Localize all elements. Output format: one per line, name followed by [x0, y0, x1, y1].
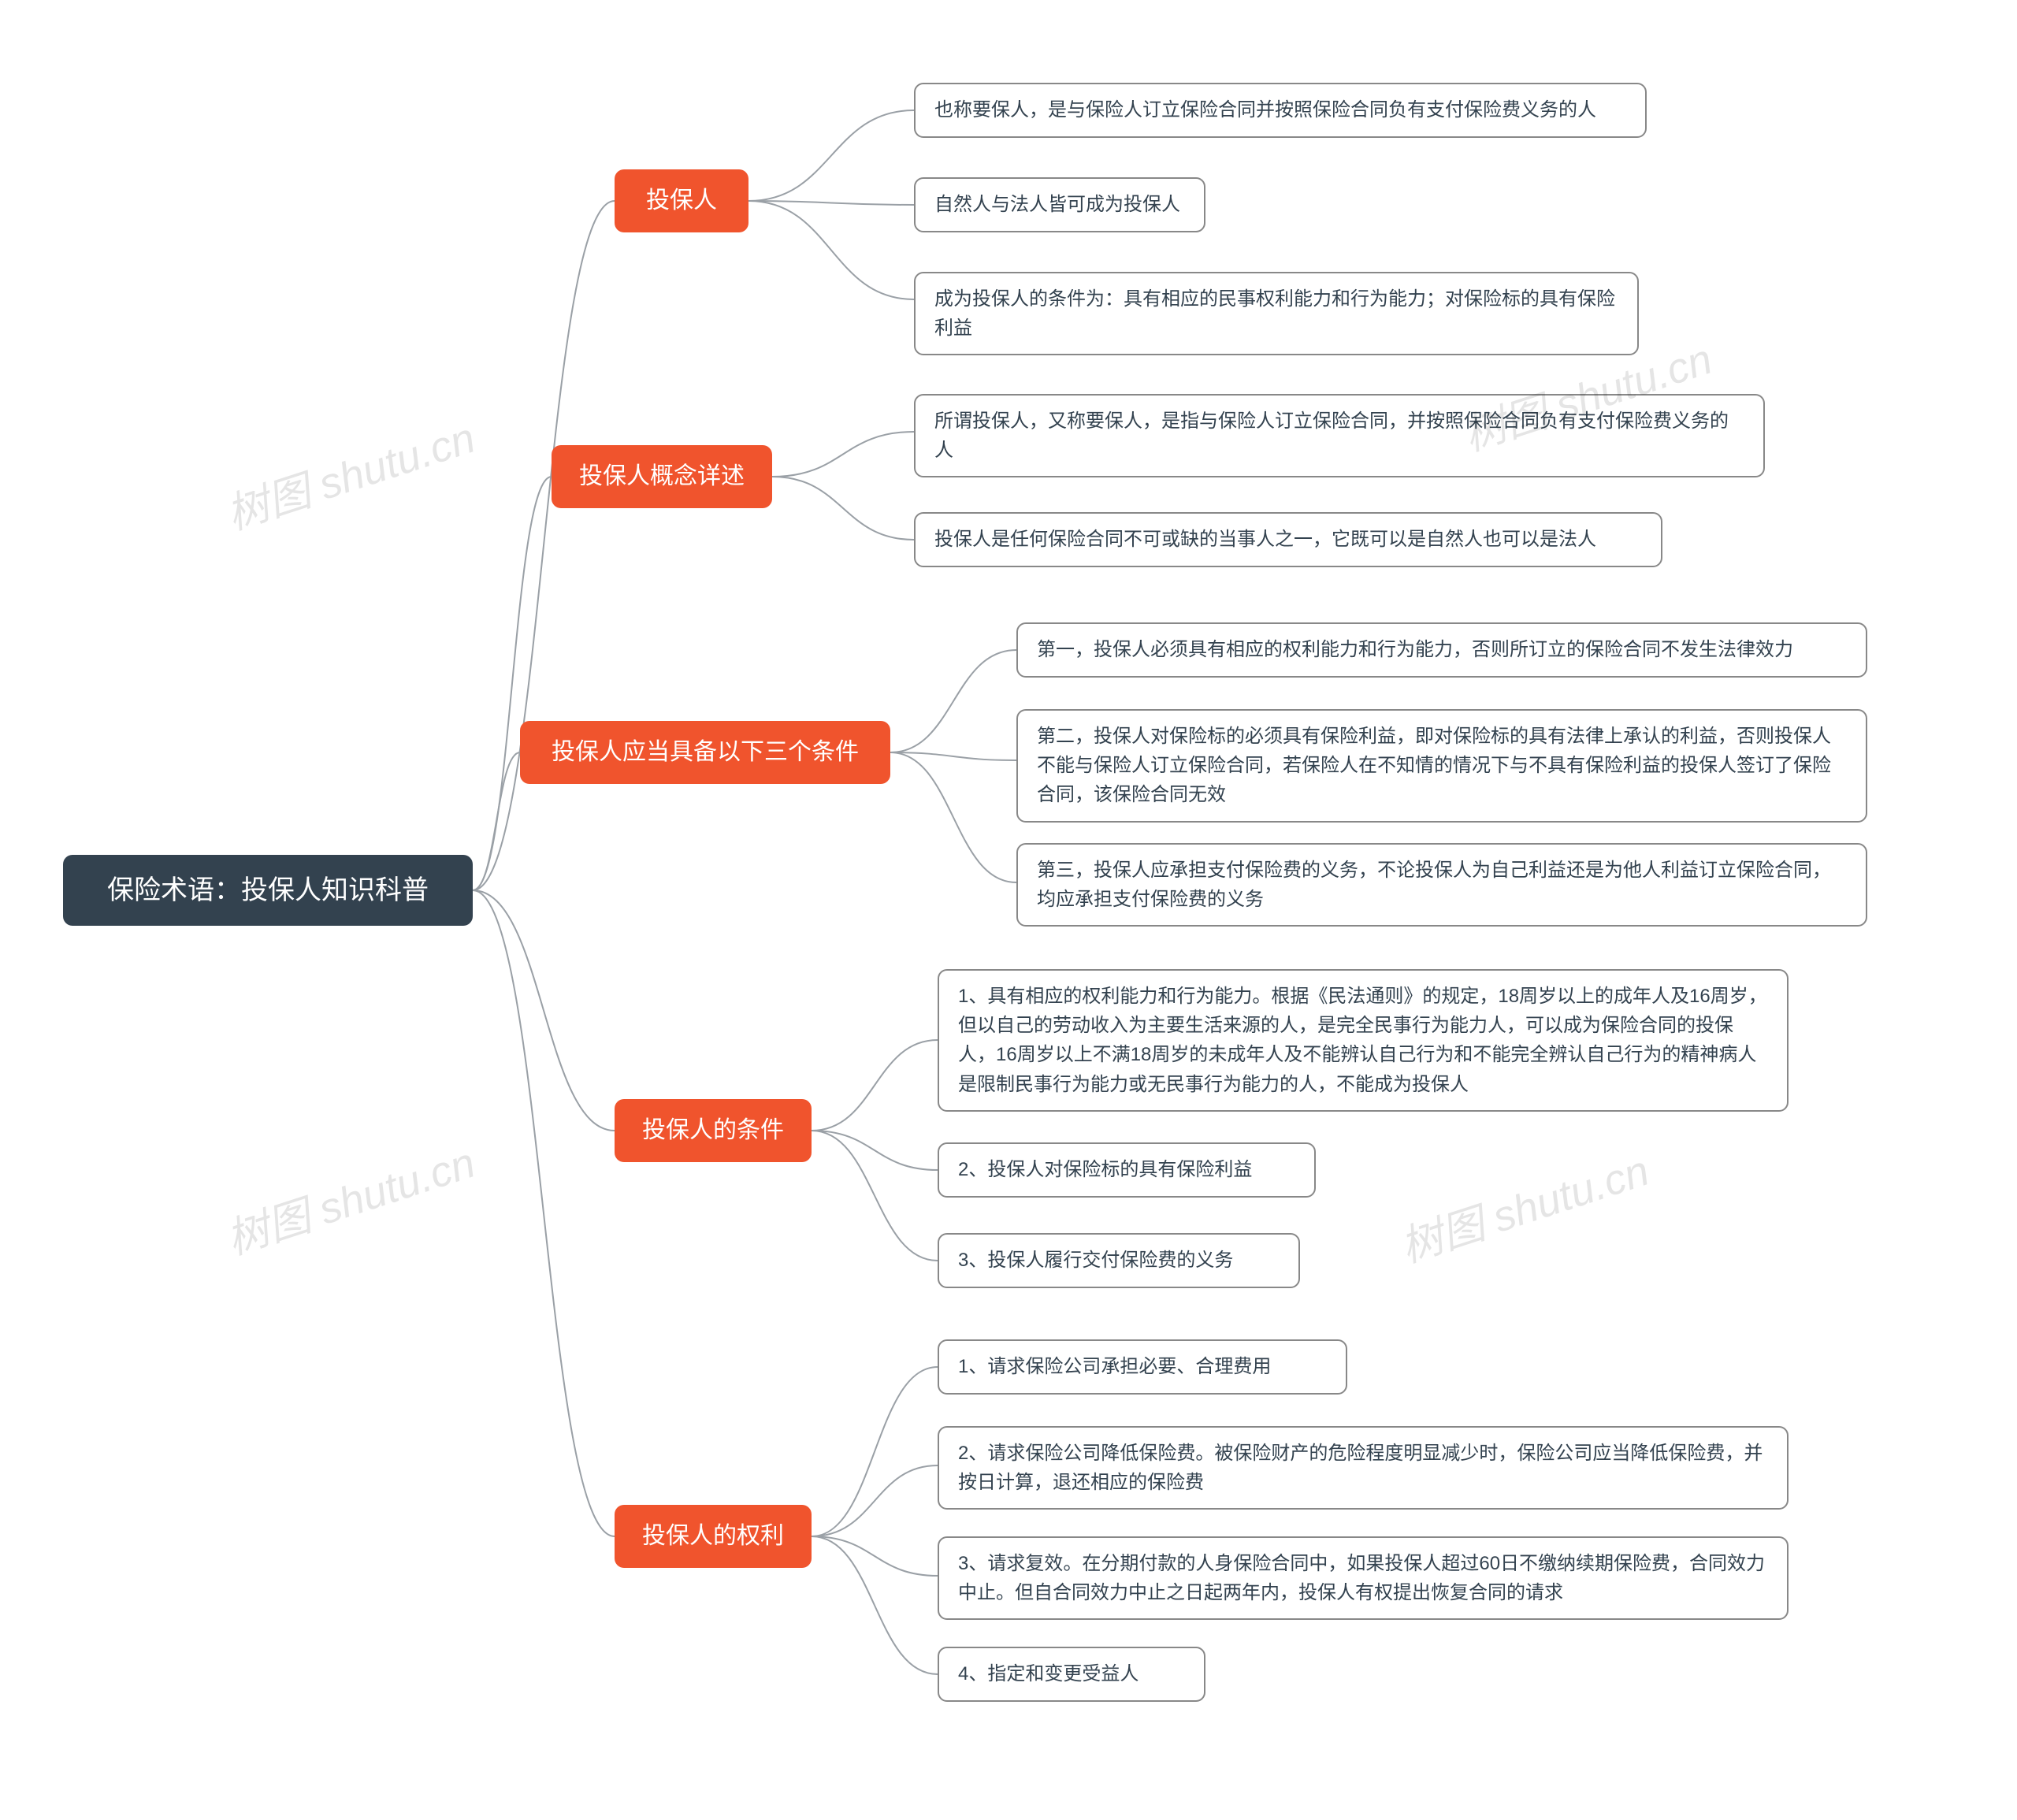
leaf-b5c4: 4、指定和变更受益人	[938, 1647, 1205, 1702]
branch-b2: 投保人概念详述	[552, 445, 772, 508]
watermark: 树图 shutu.cn	[1391, 1135, 1656, 1274]
leaf-b5c3: 3、请求复效。在分期付款的人身保险合同中，如果投保人超过60日不缴纳续期保险费，…	[938, 1536, 1789, 1620]
leaf-b2c1: 所谓投保人，又称要保人，是指与保险人订立保险合同，并按照保险合同负有支付保险费义…	[914, 394, 1765, 477]
leaf-b5c2: 2、请求保险公司降低保险费。被保险财产的危险程度明显减少时，保险公司应当降低保险…	[938, 1426, 1789, 1510]
branch-b4: 投保人的条件	[615, 1099, 812, 1162]
leaf-b4c2: 2、投保人对保险标的具有保险利益	[938, 1142, 1316, 1198]
leaf-b1c3: 成为投保人的条件为：具有相应的民事权利能力和行为能力；对保险标的具有保险利益	[914, 272, 1639, 355]
leaf-b1c1: 也称要保人，是与保险人订立保险合同并按照保险合同负有支付保险费义务的人	[914, 83, 1647, 138]
leaf-b4c1: 1、具有相应的权利能力和行为能力。根据《民法通则》的规定，18周岁以上的成年人及…	[938, 969, 1789, 1112]
leaf-b3c3: 第三，投保人应承担支付保险费的义务，不论投保人为自己利益还是为他人利益订立保险合…	[1016, 843, 1867, 927]
root-node: 保险术语：投保人知识科普	[63, 855, 473, 926]
branch-b3: 投保人应当具备以下三个条件	[520, 721, 890, 784]
leaf-b3c1: 第一，投保人必须具有相应的权利能力和行为能力，否则所订立的保险合同不发生法律效力	[1016, 622, 1867, 678]
leaf-b3c2: 第二，投保人对保险标的必须具有保险利益，即对保险标的具有法律上承认的利益，否则投…	[1016, 709, 1867, 823]
watermark: 树图 shutu.cn	[217, 403, 482, 541]
leaf-b5c1: 1、请求保险公司承担必要、合理费用	[938, 1339, 1347, 1395]
watermark: 树图 shutu.cn	[217, 1127, 482, 1266]
branch-b5: 投保人的权利	[615, 1505, 812, 1568]
leaf-b4c3: 3、投保人履行交付保险费的义务	[938, 1233, 1300, 1288]
leaf-b1c2: 自然人与法人皆可成为投保人	[914, 177, 1205, 232]
branch-b1: 投保人	[615, 169, 748, 232]
leaf-b2c2: 投保人是任何保险合同不可或缺的当事人之一，它既可以是自然人也可以是法人	[914, 512, 1662, 567]
mindmap-canvas: 保险术语：投保人知识科普 投保人 也称要保人，是与保险人订立保险合同并按照保险合同负…	[0, 0, 2017, 1820]
